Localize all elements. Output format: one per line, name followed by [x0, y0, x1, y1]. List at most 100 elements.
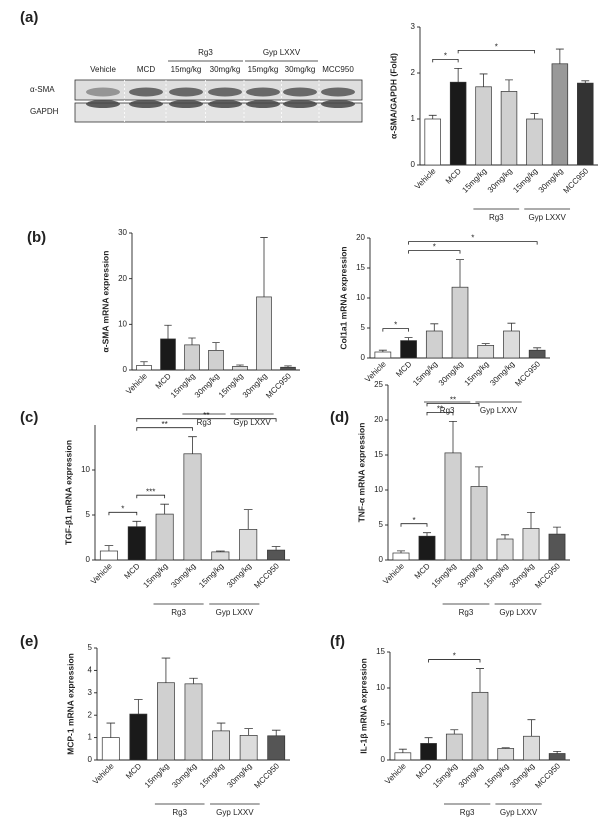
- x-tick-label: MCC950: [561, 166, 590, 195]
- y-axis-label: α-SMA/GAPDH (Fold): [388, 53, 398, 139]
- y-tick-label: 1: [88, 733, 93, 742]
- significance-label: *: [412, 516, 415, 525]
- bar: [420, 743, 437, 761]
- y-tick-label: 1: [411, 114, 416, 123]
- significance-line: [108, 511, 138, 516]
- y-tick-label: 0: [411, 160, 416, 169]
- panel-label: (d): [330, 409, 349, 426]
- error-bar: [501, 747, 510, 749]
- x-tick-label: MCC950: [252, 761, 281, 790]
- x-tick-label: 30mg/kg: [225, 762, 253, 790]
- x-tick-label: MCC950: [264, 371, 293, 400]
- x-tick-label: 15mg/kg: [198, 762, 226, 790]
- lane-label: MCD: [137, 65, 155, 74]
- bar: [528, 349, 546, 359]
- x-tick-label: MCC950: [533, 561, 562, 590]
- y-tick-label: 0: [379, 555, 384, 564]
- x-tick-label: Vehicle: [124, 371, 149, 396]
- y-tick-label: 5: [381, 719, 386, 728]
- bar: [577, 82, 594, 166]
- x-tick-label: MCD: [122, 561, 141, 580]
- y-tick-label: 10: [376, 683, 385, 692]
- x-tick-label: 15mg/kg: [141, 562, 169, 590]
- bar: [232, 365, 248, 371]
- y-tick-label: 3: [88, 688, 93, 697]
- significance-line: [136, 418, 277, 422]
- blot-band: [169, 87, 203, 97]
- significance-label: **: [450, 396, 456, 405]
- error-bar: [104, 545, 114, 551]
- error-bar: [284, 365, 292, 368]
- bar: [136, 365, 152, 371]
- lane-label: MCC950: [322, 65, 354, 74]
- y-tick-label: 20: [118, 274, 127, 283]
- group-label: Gyp LXXV: [499, 608, 537, 617]
- error-bar: [244, 728, 253, 736]
- x-tick-label: Vehicle: [381, 561, 406, 586]
- bar: [392, 552, 410, 561]
- x-tick-label: MCC950: [533, 761, 562, 790]
- error-bar: [450, 729, 459, 735]
- group-label: Gyp LXXV: [480, 406, 518, 415]
- error-bar: [456, 259, 464, 288]
- lane-label: 15mg/kg: [171, 65, 202, 74]
- significance-line: [408, 241, 538, 245]
- significance-label: **: [437, 405, 443, 414]
- significance-label: *: [394, 321, 397, 330]
- x-tick-label: 15mg/kg: [197, 562, 225, 590]
- x-tick-label: 15mg/kg: [143, 762, 171, 790]
- x-tick-label: MCD: [124, 761, 143, 780]
- bar: [129, 713, 148, 761]
- x-tick-label: MCD: [413, 561, 432, 580]
- error-bar: [479, 73, 488, 87]
- y-tick-label: 2: [88, 710, 93, 719]
- bar: [127, 526, 146, 561]
- group-label: Gyp LXXV: [216, 608, 254, 617]
- significance-line: [457, 50, 535, 54]
- x-tick-label: MCC950: [513, 359, 542, 388]
- error-bar: [396, 550, 406, 553]
- x-tick-label: Vehicle: [91, 761, 116, 786]
- panel-label: (f): [330, 633, 345, 650]
- group-label: Rg3: [460, 808, 475, 817]
- bar: [208, 350, 224, 371]
- error-bar: [188, 337, 196, 345]
- blot-band: [283, 87, 317, 97]
- y-tick-label: 30: [118, 228, 127, 237]
- significance-line: [426, 403, 480, 407]
- bar: [444, 452, 462, 561]
- significance-label: *: [495, 43, 498, 52]
- x-tick-label: 30mg/kg: [456, 562, 484, 590]
- x-tick-label: 30mg/kg: [488, 360, 516, 388]
- bar: [523, 735, 540, 761]
- bar: [548, 533, 566, 561]
- error-bar: [236, 364, 244, 367]
- x-tick-label: 30mg/kg: [169, 562, 197, 590]
- x-tick-label: 15mg/kg: [430, 562, 458, 590]
- error-bar: [507, 322, 516, 331]
- significance-label: *: [121, 504, 124, 513]
- bar: [160, 338, 176, 371]
- blot-band: [246, 100, 280, 108]
- blot-row-label: GAPDH: [30, 107, 59, 116]
- x-tick-label: 30mg/kg: [193, 372, 221, 400]
- x-tick-label: MCD: [414, 761, 433, 780]
- x-tick-label: Vehicle: [383, 761, 408, 786]
- bar: [239, 529, 258, 561]
- x-tick-label: 15mg/kg: [482, 562, 510, 590]
- y-tick-label: 5: [88, 643, 93, 652]
- blot-band: [129, 87, 163, 97]
- blot-band: [129, 100, 163, 108]
- y-tick-label: 20: [356, 233, 365, 242]
- bar: [267, 549, 286, 561]
- panel-label: (e): [20, 633, 38, 650]
- y-tick-label: 10: [356, 293, 365, 302]
- group-label: Rg3: [440, 406, 455, 415]
- error-bar: [378, 349, 387, 352]
- error-bar: [422, 532, 432, 537]
- error-bar: [160, 503, 169, 515]
- x-tick-label: 30mg/kg: [537, 167, 565, 195]
- y-tick-label: 5: [86, 510, 91, 519]
- y-tick-label: 0: [88, 755, 93, 764]
